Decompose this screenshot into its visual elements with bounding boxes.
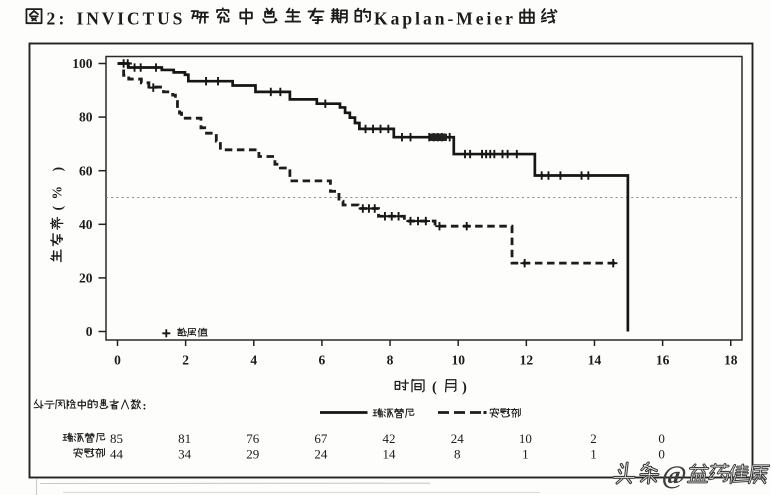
svg-text:Kaplan-Meier: Kaplan-Meier (374, 9, 516, 29)
svg-text:1: 1 (590, 447, 597, 462)
svg-text:(: ( (432, 380, 437, 396)
svg-text:85: 85 (110, 431, 123, 446)
svg-text:%: % (50, 186, 65, 200)
svg-text:0: 0 (658, 431, 665, 446)
svg-text:2: 2 (182, 353, 189, 368)
svg-text:60: 60 (79, 163, 93, 178)
svg-text:29: 29 (246, 447, 259, 462)
svg-text:(: ( (51, 206, 66, 211)
svg-text:10: 10 (519, 431, 532, 446)
svg-text:81: 81 (178, 431, 191, 446)
svg-text:2: 2 (47, 9, 56, 29)
svg-text:@: @ (661, 461, 689, 490)
svg-text:10: 10 (451, 353, 465, 368)
svg-text:20: 20 (79, 271, 93, 286)
svg-text:24: 24 (314, 447, 328, 462)
svg-text:0: 0 (658, 447, 665, 462)
svg-text:): ) (462, 380, 467, 396)
svg-text:24: 24 (451, 431, 465, 446)
svg-text:INVICTUS: INVICTUS (77, 9, 186, 29)
svg-text:): ) (51, 167, 66, 172)
svg-text:14: 14 (588, 353, 602, 368)
svg-text:100: 100 (72, 56, 93, 71)
svg-text:80: 80 (79, 110, 93, 125)
svg-text:0: 0 (86, 324, 93, 339)
svg-text:6: 6 (319, 353, 326, 368)
svg-text:14: 14 (383, 447, 397, 462)
svg-text:18: 18 (724, 353, 738, 368)
svg-text:42: 42 (383, 431, 396, 446)
svg-text::: : (59, 9, 65, 29)
svg-text:8: 8 (387, 353, 394, 368)
svg-text:0: 0 (114, 353, 121, 368)
svg-text:34: 34 (178, 447, 192, 462)
svg-text:1: 1 (522, 447, 529, 462)
svg-text:12: 12 (520, 353, 534, 368)
svg-text:8: 8 (454, 447, 461, 462)
svg-text:2: 2 (590, 431, 597, 446)
svg-text:40: 40 (79, 217, 93, 232)
svg-text:44: 44 (110, 447, 124, 462)
svg-text::: : (143, 399, 147, 413)
svg-text:67: 67 (314, 431, 328, 446)
svg-text:4: 4 (250, 353, 257, 368)
svg-text:76: 76 (246, 431, 260, 446)
svg-text:16: 16 (656, 353, 670, 368)
